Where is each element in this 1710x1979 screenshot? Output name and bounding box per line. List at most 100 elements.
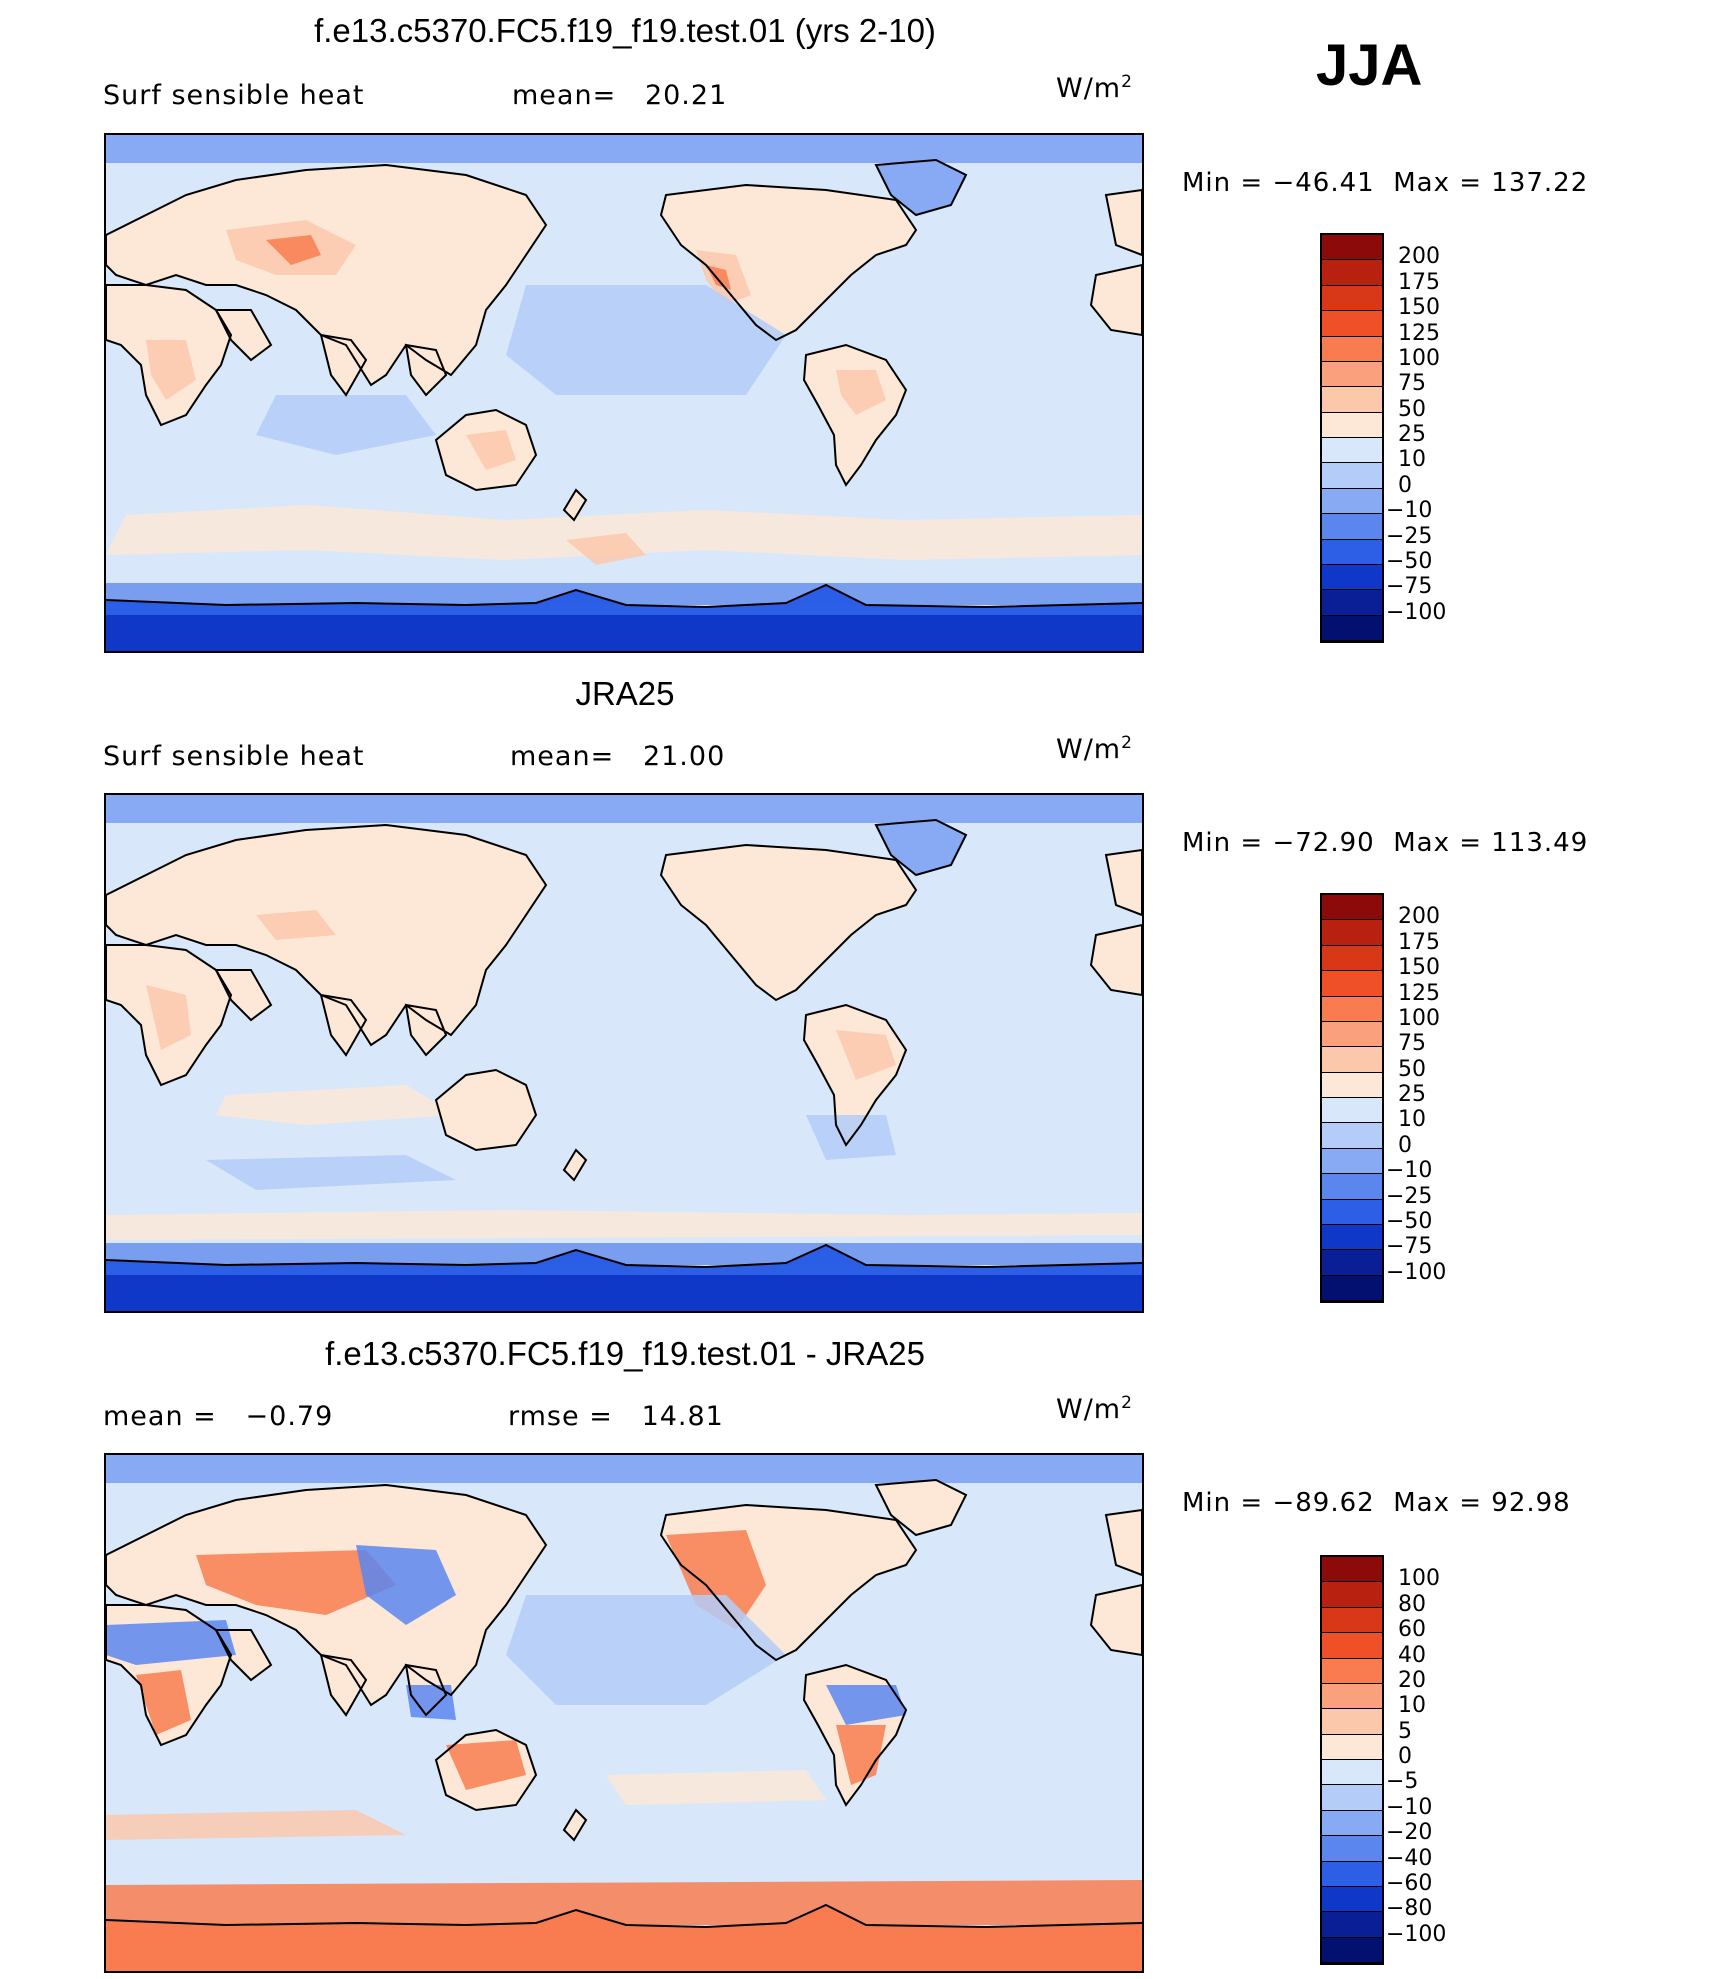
panel-2-mean-label: mean= (510, 741, 615, 772)
panel-1-mean-label: mean= (512, 80, 617, 111)
map-land-seasia (406, 345, 446, 395)
colorbar-tick-label: 10 (1398, 447, 1426, 473)
panel-1-units-exp: 2 (1121, 72, 1133, 92)
map-arctic-band (106, 1455, 1142, 1483)
map-land-antarctica (106, 1905, 1142, 1971)
colorbar-tick-label: −10 (1386, 1794, 1433, 1820)
colorbar-swatch (1322, 438, 1382, 464)
map-coastline (319, 1653, 368, 1717)
map-land-seasia (406, 1005, 446, 1055)
colorbar-tick-label: 125 (1398, 320, 1440, 346)
panel-3-rmse-value: 14.81 (641, 1401, 724, 1432)
map-field-blob (106, 1810, 406, 1840)
colorbar-swatch (1322, 1275, 1382, 1301)
colorbar-swatch (1322, 920, 1382, 946)
colorbar-tick-label: −50 (1386, 548, 1433, 574)
map-southern-band (106, 1243, 1142, 1265)
panel-1-colorbar-ticks: 200 175 150 125 100 75 50 25 10 0 −10 −25 −50 −75 −100 (1386, 233, 1478, 643)
colorbar-swatch (1322, 1633, 1382, 1659)
colorbar-tick-label: 75 (1398, 1031, 1426, 1057)
map-coastline (106, 1243, 1142, 1269)
colorbar-swatch (1322, 590, 1382, 616)
panel-3-units: W/m2 (1056, 1393, 1133, 1425)
map-coastline (106, 1483, 548, 1707)
colorbar-swatch (1322, 1886, 1382, 1913)
colorbar-swatch (1322, 1072, 1382, 1098)
panel-3-rmse: rmse = 14.81 (508, 1401, 724, 1432)
map-field-blob (606, 1770, 826, 1805)
map-coastline (106, 163, 548, 387)
colorbar-swatch (1322, 1199, 1382, 1225)
map-field-blob (136, 1670, 191, 1735)
panel-2-units-exp: 2 (1121, 733, 1133, 753)
colorbar-swatch (1322, 996, 1382, 1022)
map-coastline (874, 158, 968, 217)
colorbar-swatch (1322, 1148, 1382, 1175)
colorbar-tick-label: 10 (1398, 1107, 1426, 1133)
map-land-newzealand (564, 490, 586, 520)
colorbar-tick-label: 125 (1398, 980, 1440, 1006)
panel-2-max-value: 113.49 (1491, 828, 1589, 858)
colorbar-swatch (1322, 514, 1382, 540)
colorbar-swatch (1322, 1861, 1382, 1887)
map-coastline (319, 333, 368, 397)
map-field-blob (256, 910, 336, 940)
panel-3-mean-label: mean = (103, 1401, 217, 1432)
map-coastline (106, 1903, 1142, 1929)
panel-2-title: JRA25 (575, 675, 675, 712)
colorbar-swatch (1322, 412, 1382, 438)
colorbar-swatch (1322, 285, 1382, 312)
panel-3-map-svg (106, 1455, 1142, 1971)
colorbar-tick-label: 150 (1398, 955, 1440, 981)
colorbar-swatch (1322, 1810, 1382, 1837)
map-land-newzealand (564, 1150, 586, 1180)
colorbar-tick-label: 100 (1398, 345, 1440, 371)
map-coastline (214, 969, 273, 1022)
colorbar-swatch (1322, 539, 1382, 565)
map-field-blob (206, 1155, 456, 1190)
colorbar-tick-label: 40 (1398, 1642, 1426, 1668)
map-coastline (106, 583, 1142, 609)
panel-1-minmax: Min = −46.41 Max = 137.22 (1182, 168, 1588, 198)
colorbar-swatch (1322, 1123, 1382, 1149)
colorbar-swatch (1322, 945, 1382, 972)
panel-3-mean: mean = −0.79 (103, 1401, 333, 1432)
map-field-blob (196, 1550, 396, 1615)
colorbar-swatch (1322, 1557, 1382, 1583)
map-coastline (106, 284, 233, 427)
map-land-westafrica (1091, 265, 1142, 335)
colorbar-tick-label: −80 (1386, 1896, 1433, 1922)
colorbar-swatch (1322, 311, 1382, 337)
map-coastline (802, 343, 908, 487)
map-antarctic-core (106, 615, 1142, 651)
map-coastline (874, 818, 968, 877)
colorbar-tick-label: 0 (1398, 1132, 1412, 1158)
map-field-blob (106, 505, 1142, 560)
colorbar-swatch (1322, 564, 1382, 591)
map-land-newzealand (564, 1810, 586, 1840)
map-coastline (562, 1808, 588, 1842)
season-label: JJA (1316, 33, 1423, 98)
colorbar-tick-label: 175 (1398, 269, 1440, 295)
map-land-greenland (876, 1480, 966, 1535)
panel-2-units-base: W/m (1056, 734, 1122, 765)
map-field-blob (506, 1595, 786, 1705)
panel-3-max-value: 92.98 (1491, 1488, 1571, 1518)
map-coastline (434, 1068, 538, 1152)
colorbar-swatch (1322, 895, 1382, 921)
map-field-blob (466, 430, 516, 470)
map-field-blob (666, 1530, 766, 1630)
colorbar-swatch (1322, 1760, 1382, 1786)
colorbar-swatch (1322, 1047, 1382, 1073)
colorbar-tick-label: 100 (1398, 1005, 1440, 1031)
map-field-blob (106, 1880, 1142, 1925)
map-coastline (319, 993, 368, 1057)
map-field-blob (446, 1740, 526, 1790)
colorbar-tick-label: −10 (1386, 1158, 1433, 1184)
colorbar-swatch (1322, 1658, 1382, 1684)
map-field-blob (566, 533, 646, 565)
map-land-namerica (661, 185, 916, 340)
map-field-blob (256, 395, 436, 455)
colorbar-swatch (1322, 1174, 1382, 1200)
colorbar-tick-label: 25 (1398, 422, 1426, 447)
